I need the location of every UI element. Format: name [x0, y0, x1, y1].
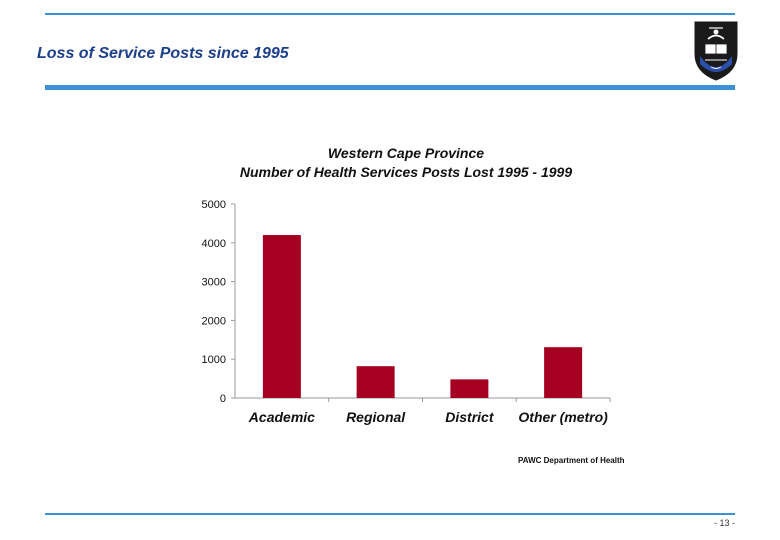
y-tick-label: 4000 [202, 238, 226, 250]
chart-title-line-2: Number of Health Services Posts Lost 199… [240, 164, 572, 180]
top-rule [45, 13, 735, 15]
footer-rule [45, 513, 735, 515]
chart-title-line-1: Western Cape Province [328, 145, 484, 161]
bar-regional [356, 366, 395, 398]
y-tick-label: 0 [220, 393, 226, 405]
y-tick-label: 3000 [202, 277, 226, 289]
bar-district [450, 379, 489, 398]
x-tick-label: District [445, 409, 495, 425]
source-note: PAWC Department of Health [518, 456, 625, 465]
page-title: Loss of Service Posts since 1995 [37, 45, 289, 62]
x-tick-label: Regional [346, 409, 406, 425]
x-tick-label: Academic [248, 409, 315, 425]
header-rule [45, 85, 735, 90]
page-number: - 13 - [713, 518, 735, 528]
bar-chart: Western Cape Province Number of Health S… [202, 145, 611, 425]
bar-other-metro [544, 347, 583, 398]
y-tick-label: 1000 [202, 354, 226, 366]
y-tick-label: 2000 [202, 315, 226, 327]
bar-academic [262, 235, 301, 398]
y-tick-label: 5000 [202, 199, 226, 211]
x-tick-label: Other (metro) [518, 409, 608, 425]
university-crest-icon [694, 21, 738, 81]
